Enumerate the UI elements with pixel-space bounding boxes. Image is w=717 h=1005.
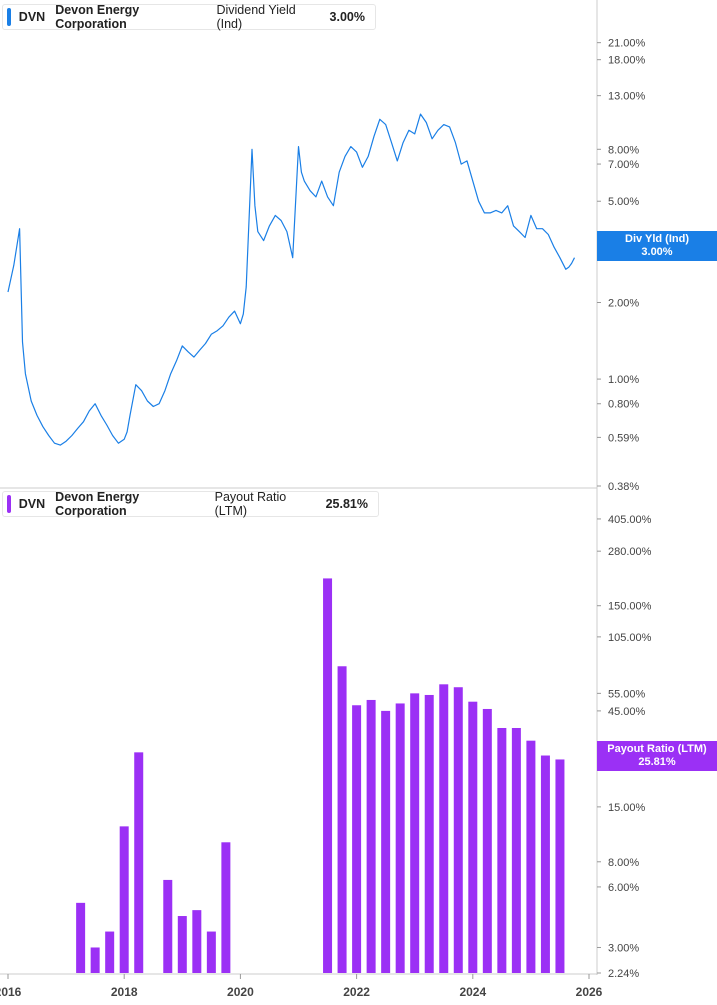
payout-ratio-bar bbox=[468, 701, 478, 973]
dividend-yield-tag: Div Yld (Ind) 3.00% bbox=[597, 231, 717, 261]
payout-ratio-bar bbox=[410, 693, 420, 973]
payout-ratio-bar bbox=[76, 902, 86, 973]
payout-ratio-bar bbox=[453, 687, 463, 973]
payout-ratio-bar bbox=[526, 740, 536, 973]
x-tick-label: 2026 bbox=[576, 985, 603, 999]
payout-ratio-bar bbox=[352, 705, 362, 973]
tag-label: Payout Ratio (LTM) bbox=[607, 743, 707, 755]
dividend-yield-line bbox=[7, 113, 576, 446]
y-tick-label: 0.80% bbox=[608, 399, 639, 411]
tag-value: 3.00% bbox=[641, 246, 673, 258]
payout-ratio-bar bbox=[163, 879, 173, 973]
payout-ratio-bar bbox=[119, 826, 129, 973]
payout-ratio-bar bbox=[192, 910, 202, 973]
y-tick-label: 18.00% bbox=[608, 55, 646, 67]
payout-ratio-bar bbox=[337, 666, 347, 973]
payout-ratio-bar bbox=[323, 578, 333, 973]
ticker-label: DVN bbox=[18, 497, 46, 511]
y-tick-label: 7.00% bbox=[608, 159, 639, 171]
y-tick-label: 13.00% bbox=[608, 91, 646, 103]
payout-ratio-bar bbox=[105, 931, 115, 973]
y-tick-label: 150.00% bbox=[608, 601, 652, 613]
x-tick-label: 2024 bbox=[459, 985, 486, 999]
payout-ratio-bar bbox=[366, 699, 376, 973]
payout-ratio-swatch bbox=[7, 495, 11, 513]
payout-ratio-legend: DVN Devon Energy Corporation Payout Rati… bbox=[2, 490, 379, 518]
metric-value: 25.81% bbox=[325, 497, 368, 511]
dividend-yield-legend: DVN Devon Energy Corporation Dividend Yi… bbox=[2, 3, 376, 31]
payout-ratio-bar bbox=[381, 710, 391, 973]
payout-ratio-bar bbox=[424, 694, 434, 973]
x-tick-label: 2022 bbox=[343, 985, 370, 999]
metric-value: 3.00% bbox=[329, 10, 365, 24]
payout-ratio-bar bbox=[90, 947, 100, 973]
payout-ratio-bar bbox=[134, 752, 144, 973]
payout-ratio-bar bbox=[395, 703, 405, 973]
payout-ratio-bar bbox=[177, 916, 187, 973]
y-tick-label: 405.00% bbox=[608, 514, 652, 526]
ticker-label: DVN bbox=[18, 10, 46, 24]
y-tick-label: 2.00% bbox=[608, 297, 639, 309]
metric-label: Dividend Yield (Ind) bbox=[216, 3, 296, 31]
y-tick-label: 105.00% bbox=[608, 632, 652, 644]
metric-label: Payout Ratio (LTM) bbox=[214, 490, 287, 518]
payout-ratio-bar bbox=[540, 755, 550, 973]
y-tick-label: 280.00% bbox=[608, 546, 652, 558]
company-label: Devon Energy Corporation bbox=[55, 3, 140, 31]
payout-ratio-bar bbox=[439, 684, 449, 973]
x-tick-label: 2018 bbox=[111, 985, 138, 999]
y-tick-label: 55.00% bbox=[608, 688, 646, 700]
y-tick-label: 1.00% bbox=[608, 374, 639, 386]
y-tick-label: 0.59% bbox=[608, 432, 639, 444]
payout-ratio-bar bbox=[482, 708, 492, 973]
payout-ratio-bar bbox=[221, 842, 231, 973]
y-tick-label: 8.00% bbox=[608, 144, 639, 156]
payout-ratio-bar bbox=[555, 759, 565, 973]
payout-ratio-bar bbox=[206, 931, 216, 973]
y-tick-label: 21.00% bbox=[608, 38, 646, 50]
y-tick-label: 8.00% bbox=[608, 857, 639, 869]
y-tick-label: 15.00% bbox=[608, 802, 646, 814]
payout-ratio-bar bbox=[511, 727, 521, 973]
tag-value: 25.81% bbox=[638, 756, 676, 768]
y-tick-label: 45.00% bbox=[608, 706, 646, 718]
y-tick-label: 5.00% bbox=[608, 196, 639, 208]
tag-label: Div Yld (Ind) bbox=[625, 233, 689, 245]
y-tick-label: 2.24% bbox=[608, 968, 639, 980]
y-tick-label: 3.00% bbox=[608, 942, 639, 954]
x-tick-label: 2020 bbox=[227, 985, 254, 999]
dividend-yield-swatch bbox=[7, 8, 11, 26]
payout-ratio-bar bbox=[497, 727, 507, 973]
y-tick-label: 6.00% bbox=[608, 882, 639, 894]
y-tick-label: 0.38% bbox=[608, 481, 639, 493]
payout-ratio-tag: Payout Ratio (LTM) 25.81% bbox=[597, 741, 717, 771]
company-label: Devon Energy Corporation bbox=[55, 490, 140, 518]
x-tick-label: 2016 bbox=[0, 985, 22, 999]
